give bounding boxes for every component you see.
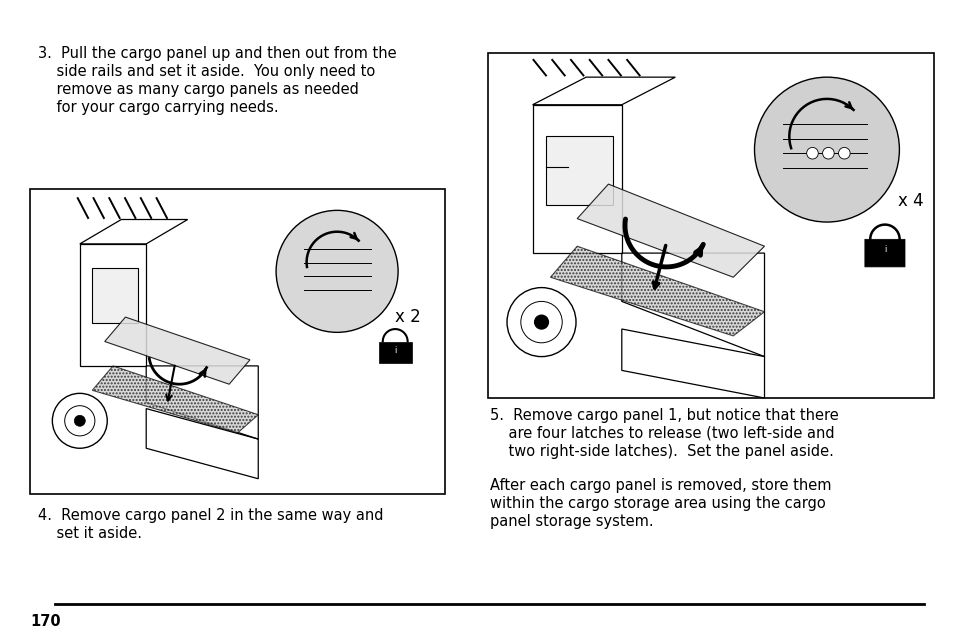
Text: i: i xyxy=(394,346,396,355)
FancyBboxPatch shape xyxy=(378,342,412,363)
Text: are four latches to release (two left-side and: are four latches to release (two left-si… xyxy=(490,426,834,441)
Circle shape xyxy=(534,315,549,329)
Text: After each cargo panel is removed, store them: After each cargo panel is removed, store… xyxy=(490,478,831,493)
Text: within the cargo storage area using the cargo: within the cargo storage area using the … xyxy=(490,496,825,511)
Bar xyxy=(30,189,444,494)
Text: 5.  Remove cargo panel 1, but notice that there: 5. Remove cargo panel 1, but notice that… xyxy=(490,408,838,423)
Text: 4.  Remove cargo panel 2 in the same way and: 4. Remove cargo panel 2 in the same way … xyxy=(38,508,383,523)
Circle shape xyxy=(821,148,833,159)
Polygon shape xyxy=(545,136,612,205)
Circle shape xyxy=(74,415,85,426)
Text: two right-side latches).  Set the panel aside.: two right-side latches). Set the panel a… xyxy=(490,444,833,459)
Circle shape xyxy=(275,211,397,333)
Text: side rails and set it aside.  You only need to: side rails and set it aside. You only ne… xyxy=(38,64,375,79)
FancyBboxPatch shape xyxy=(864,239,904,267)
Circle shape xyxy=(806,148,818,159)
Polygon shape xyxy=(92,268,138,323)
Text: i: i xyxy=(882,245,885,254)
Text: remove as many cargo panels as needed: remove as many cargo panels as needed xyxy=(38,82,358,97)
Text: for your cargo carrying needs.: for your cargo carrying needs. xyxy=(38,100,278,115)
Circle shape xyxy=(838,148,849,159)
Polygon shape xyxy=(577,184,763,277)
Polygon shape xyxy=(105,317,250,384)
Bar xyxy=(488,53,933,398)
Text: 3.  Pull the cargo panel up and then out from the: 3. Pull the cargo panel up and then out … xyxy=(38,46,396,61)
Circle shape xyxy=(506,287,576,357)
Circle shape xyxy=(52,393,107,448)
Text: panel storage system.: panel storage system. xyxy=(490,514,653,529)
Polygon shape xyxy=(550,246,763,336)
Text: 170: 170 xyxy=(30,614,61,629)
Polygon shape xyxy=(92,366,258,433)
Circle shape xyxy=(754,77,899,222)
Text: x 2: x 2 xyxy=(395,308,420,326)
Text: set it aside.: set it aside. xyxy=(38,526,142,541)
Text: x 4: x 4 xyxy=(898,192,923,211)
